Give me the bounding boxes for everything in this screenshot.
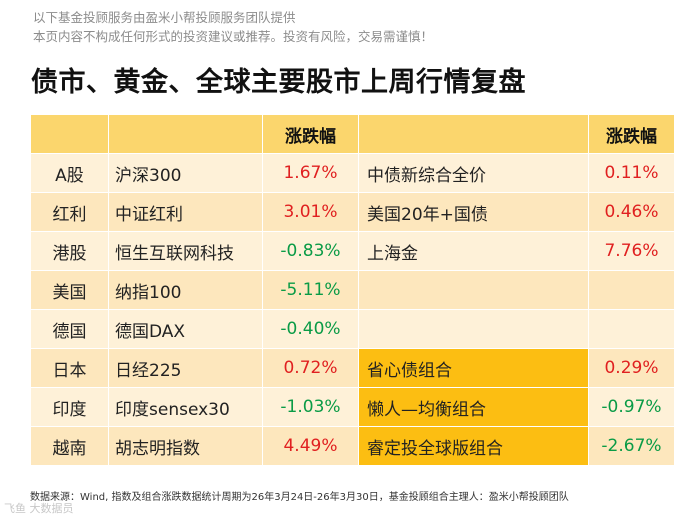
index-change-cell: -5.11% [262,270,359,310]
table-row: 印度 印度sensex30 -1.03% 懒人—均衡组合 -0.97% [30,387,675,427]
index-name-cell: 日经225 [108,348,263,388]
market-review-table: 涨跌幅 涨跌幅 A股 沪深300 1.67% 中债新综合全价 0.11% 红利 中证红利 3.… [30,114,675,466]
header-region-cell [30,114,109,154]
table-row: 德国 德国DAX -0.40% [30,309,675,349]
right-name-cell: 中债新综合全价 [358,153,589,193]
region-cell: 红利 [30,192,109,232]
index-name-cell: 德国DAX [108,309,263,349]
right-change-cell: 0.11% [588,153,675,193]
right-change-cell: -0.97% [588,387,675,427]
header-index-cell [108,114,263,154]
index-name-cell: 沪深300 [108,153,263,193]
index-name-cell: 印度sensex30 [108,387,263,427]
disclaimer-line-2: 本页内容不构成任何形式的投资建议或推荐。投资有风险，交易需谨慎！ [33,29,434,44]
right-name-cell: 懒人—均衡组合 [358,387,589,427]
right-name-cell: 省心债组合 [358,348,589,388]
table-row: A股 沪深300 1.67% 中债新综合全价 0.11% [30,153,675,193]
page-title: 债市、黄金、全球主要股市上周行情复盘 [31,67,526,98]
table-header-row: 涨跌幅 涨跌幅 [30,114,675,154]
header-name-right-cell [358,114,589,154]
watermark: 飞鱼 大数据员 [4,502,74,515]
table-row: 越南 胡志明指数 4.49% 睿定投全球版组合 -2.67% [30,426,675,466]
region-cell: 德国 [30,309,109,349]
index-change-cell: 1.67% [262,153,359,193]
index-name-cell: 纳指100 [108,270,263,310]
index-change-cell: -0.83% [262,231,359,271]
right-name-cell [358,309,589,349]
region-cell: 越南 [30,426,109,466]
index-change-cell: 0.72% [262,348,359,388]
header-change-left: 涨跌幅 [262,114,359,154]
right-change-cell [588,309,675,349]
region-cell: A股 [30,153,109,193]
index-change-cell: 4.49% [262,426,359,466]
table-row: 美国 纳指100 -5.11% [30,270,675,310]
index-name-cell: 恒生互联网科技 [108,231,263,271]
right-name-cell: 美国20年+国债 [358,192,589,232]
table-row: 港股 恒生互联网科技 -0.83% 上海金 7.76% [30,231,675,271]
right-change-cell: 7.76% [588,231,675,271]
region-cell: 日本 [30,348,109,388]
region-cell: 印度 [30,387,109,427]
right-change-cell: 0.29% [588,348,675,388]
disclaimer-line-1: 以下基金投顾服务由盈米小帮投顾服务团队提供 [33,10,296,25]
index-name-cell: 中证红利 [108,192,263,232]
right-change-cell: -2.67% [588,426,675,466]
data-source-footer: 数据来源：Wind, 指数及组合涨跌数据统计周期为26年3月24日-26年3月3… [30,492,569,503]
right-change-cell [588,270,675,310]
region-cell: 美国 [30,270,109,310]
region-cell: 港股 [30,231,109,271]
index-change-cell: -0.40% [262,309,359,349]
index-name-cell: 胡志明指数 [108,426,263,466]
disclaimer: 以下基金投顾服务由盈米小帮投顾服务团队提供 本页内容不构成任何形式的投资建议或推… [33,8,633,46]
index-change-cell: 3.01% [262,192,359,232]
table-row: 日本 日经225 0.72% 省心债组合 0.29% [30,348,675,388]
right-change-cell: 0.46% [588,192,675,232]
right-name-cell [358,270,589,310]
right-name-cell: 睿定投全球版组合 [358,426,589,466]
index-change-cell: -1.03% [262,387,359,427]
header-change-right: 涨跌幅 [588,114,675,154]
table-row: 红利 中证红利 3.01% 美国20年+国债 0.46% [30,192,675,232]
right-name-cell: 上海金 [358,231,589,271]
